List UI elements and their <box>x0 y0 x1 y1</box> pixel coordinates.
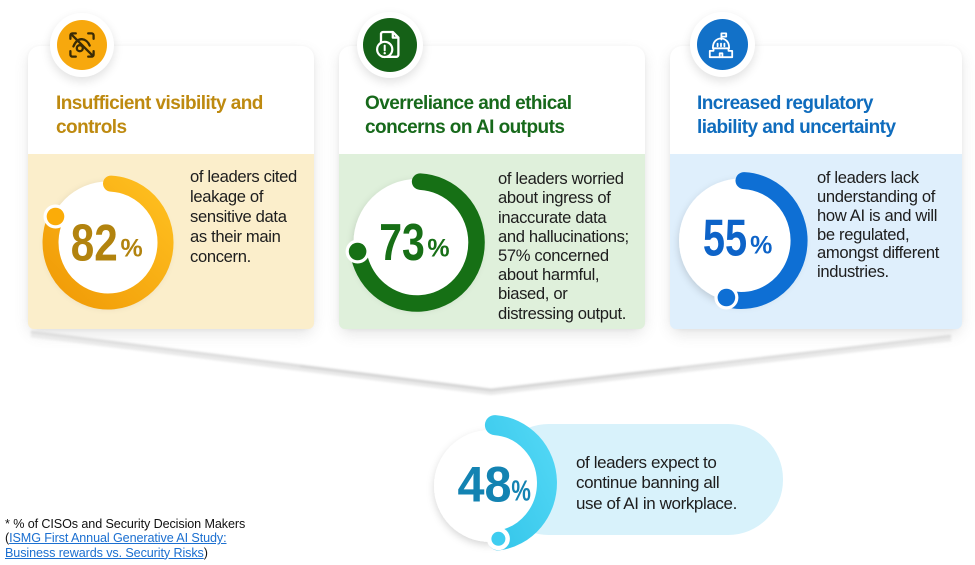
svg-text:82: 82 <box>71 215 118 273</box>
svg-text:%: % <box>511 476 531 508</box>
svg-text:73: 73 <box>379 214 425 272</box>
svg-text:55: 55 <box>703 210 747 268</box>
svg-text:%: % <box>121 235 143 263</box>
svg-text:%: % <box>750 232 772 260</box>
svg-text:48: 48 <box>458 457 512 513</box>
svg-text:%: % <box>427 235 449 263</box>
